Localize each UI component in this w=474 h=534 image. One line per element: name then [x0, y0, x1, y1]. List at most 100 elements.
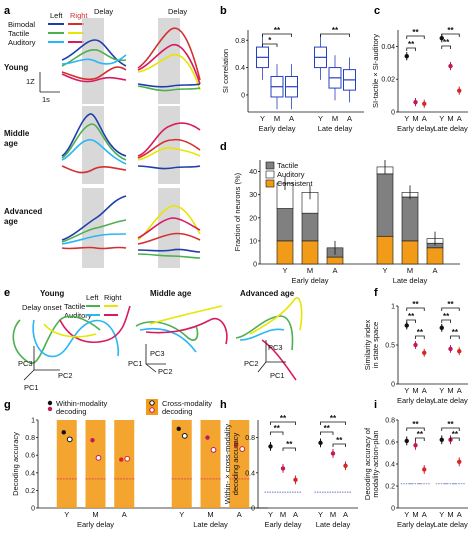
e-pc1-young: PC1 — [24, 383, 39, 392]
d-legend-label: Auditory — [277, 170, 305, 179]
h-sig-stars: ** — [336, 436, 343, 445]
trace-adv-right-yellow — [137, 205, 201, 241]
g-group-label: Late delay — [193, 520, 228, 529]
d-cat-label: Y — [382, 266, 387, 275]
h-sig-stars: ** — [330, 414, 337, 423]
f-sig-bracket — [450, 335, 460, 339]
d-bar-consistent — [376, 235, 394, 265]
trace-adv-right-pink — [137, 217, 201, 239]
e-pc2-advanced: PC2 — [244, 359, 259, 368]
panel-i-label: i — [374, 399, 377, 411]
d-cat-label: A — [332, 266, 337, 275]
e-delay-onset: Delay onset — [22, 303, 63, 312]
e-legend-tactile: Tactile — [64, 302, 85, 311]
i-point — [404, 438, 409, 444]
trace-young-left-red — [61, 66, 127, 81]
g-cross-point — [210, 447, 217, 453]
g-legend-cross-swatch — [146, 399, 158, 415]
trace-young-right-green — [137, 85, 201, 92]
e-legend-left: Left — [86, 293, 99, 302]
f-sig-bracket — [406, 307, 425, 311]
legend-right-label: Right — [70, 11, 88, 20]
trace-adv-right-green — [137, 253, 201, 259]
legend-tactile: Tactile — [8, 29, 29, 38]
trace-middle-left-tactile — [61, 123, 127, 161]
b-ytick-label: 0.8 — [235, 38, 245, 45]
g-group-label: Early delay — [77, 520, 114, 529]
h-cat-label: M — [330, 510, 336, 519]
f-sig-bracket — [441, 319, 451, 323]
c-cat-label: M — [412, 114, 418, 123]
b-cat-label: A — [289, 114, 294, 123]
b-cat-label: M — [274, 114, 280, 123]
c-ytick-label: 0.04 — [381, 44, 395, 51]
trace-middle-right-blue — [137, 165, 201, 170]
c-cat-label: Y — [439, 114, 444, 123]
d-bar-consistent — [326, 256, 344, 265]
panel-d-label: d — [220, 141, 227, 153]
h-sig-bracket — [320, 431, 334, 435]
i-sig-stars: ** — [412, 420, 419, 429]
b-sig-bracket — [262, 33, 292, 37]
c-group-label: Early delay — [397, 124, 434, 133]
c-ytick-label: 0 — [391, 110, 395, 117]
i-cat-label: Y — [404, 510, 409, 519]
f-group-label: Late delay — [433, 396, 468, 405]
e-pc2-middle: PC2 — [158, 367, 173, 376]
g-cat-label: M — [207, 510, 213, 519]
h-sig-stars: ** — [274, 424, 281, 433]
group-advanced-1: Advanced — [4, 207, 42, 216]
trace-middle-right-yellow — [137, 147, 201, 161]
g-legend-cross-marker — [149, 400, 155, 406]
c-ytick-label: 0.02 — [381, 77, 395, 84]
g-cat-label: A — [237, 510, 242, 519]
c-point — [422, 101, 427, 107]
group-advanced-2: age — [4, 217, 18, 226]
e-title-middle: Middle age — [150, 289, 192, 298]
i-cat-label: M — [412, 510, 418, 519]
d-cat-label: Y — [282, 266, 287, 275]
f-sig-stars: ** — [443, 312, 450, 321]
b-group-label: Early delay — [258, 124, 295, 133]
e-pc3-advanced: PC3 — [268, 343, 283, 352]
c-point — [439, 36, 444, 41]
trace-adv-left-tactile — [61, 219, 127, 243]
trace-young-right-red — [137, 27, 201, 81]
i-ytick-label: 0 — [391, 506, 395, 513]
e-pc3-young: PC3 — [18, 359, 33, 368]
trace-middle-left-auditory — [61, 139, 127, 165]
g-cross-point — [66, 436, 73, 443]
h-point — [280, 466, 286, 471]
chart-g: 0 0.2 0.4 0.6 0.8 1 Decoding accuracy Early del… — [11, 399, 268, 529]
c-group-label: Late delay — [433, 124, 468, 133]
h-group-label: Early delay — [264, 520, 301, 529]
g-ytick-label: 0.6 — [25, 453, 35, 460]
delay-label-left: Delay — [94, 7, 113, 16]
c-sig-bracket — [441, 33, 460, 37]
h-point — [293, 477, 298, 483]
i-group-label: Early delay — [397, 520, 434, 529]
e-pc2-young: PC2 — [58, 371, 73, 380]
i-ytick-label: 0.2 — [385, 484, 395, 491]
trace-young-left-pink — [61, 73, 127, 83]
trace-young-left-tactile — [61, 49, 127, 67]
g-cat-label: Y — [179, 510, 184, 519]
h-sig-bracket — [332, 443, 346, 447]
h-ytick-label: 0.4 — [245, 470, 255, 477]
b-cat-label: A — [347, 114, 352, 123]
chart-i: 0 0.2 0.4 0.6 0.8 Decoding accuracy of modalit… — [363, 418, 468, 530]
g-chance-bar — [200, 420, 221, 508]
i-cat-label: M — [447, 510, 453, 519]
b-sig-stars: ** — [332, 26, 339, 35]
f-sig-bracket — [406, 319, 416, 323]
b-ytick-label: 0.4 — [235, 65, 245, 72]
trace-young-right-pink — [137, 44, 201, 85]
f-ytick-label: 1 — [391, 304, 395, 311]
h-point — [330, 451, 336, 456]
traces — [61, 27, 201, 259]
h-sig-bracket — [270, 421, 296, 425]
g-chance-bar — [171, 420, 192, 508]
d-ytick-label: 40 — [249, 169, 257, 176]
g-cross-point — [95, 454, 102, 461]
trace-middle-left-bimodal — [61, 113, 127, 157]
